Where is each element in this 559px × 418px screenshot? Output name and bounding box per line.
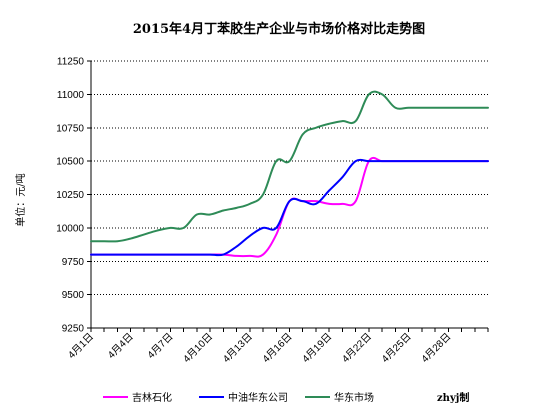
legend: 吉林石化 中油华东公司 华东市场: [103, 391, 374, 404]
y-tick-label: 9250: [62, 324, 85, 335]
x-tick-label: 4月28日: [419, 331, 453, 365]
y-tick-label: 10250: [56, 190, 84, 201]
y-tick-label: 11250: [57, 57, 85, 68]
y-tick-label: 10500: [56, 157, 84, 168]
axis-layer: 9250 9500 9750 10000 10250 10500 10750 11000 112…: [56, 57, 489, 365]
y-axis-label: 单位：元/吨: [14, 173, 27, 226]
series-line-3: [90, 90, 489, 243]
series-layer: [90, 90, 489, 258]
x-tick-label: 4月19日: [300, 331, 334, 365]
x-tick-label: 4月13日: [220, 331, 254, 365]
series-line-2: [90, 158, 489, 257]
chart-title: 2015年4月丁苯胶生产企业与市场价格对比走势图: [133, 21, 425, 37]
legend-label: 中油华东公司: [228, 391, 288, 404]
x-tick-label: 4月22日: [340, 331, 374, 365]
y-tick-label: 9500: [62, 290, 85, 301]
y-tick-label: 11000: [57, 90, 85, 101]
x-tick-label: 4月16日: [260, 331, 294, 365]
x-tick-label: 4月1日: [66, 331, 96, 361]
series-line-1: [90, 156, 489, 258]
y-tick-label: 10000: [56, 223, 84, 234]
x-tick-label: 4月25日: [379, 331, 413, 365]
x-tick-label: 4月10日: [181, 331, 215, 365]
x-tick-label: 4月4日: [105, 331, 135, 361]
y-tick-label: 9750: [62, 257, 85, 268]
grid-layer: [91, 60, 488, 296]
y-tick-label: 10750: [56, 123, 84, 134]
credit-label: zhyj制: [437, 391, 469, 404]
legend-label: 华东市场: [334, 391, 374, 404]
x-tick-label: 4月7日: [145, 331, 175, 361]
legend-label: 吉林石化: [132, 391, 172, 404]
